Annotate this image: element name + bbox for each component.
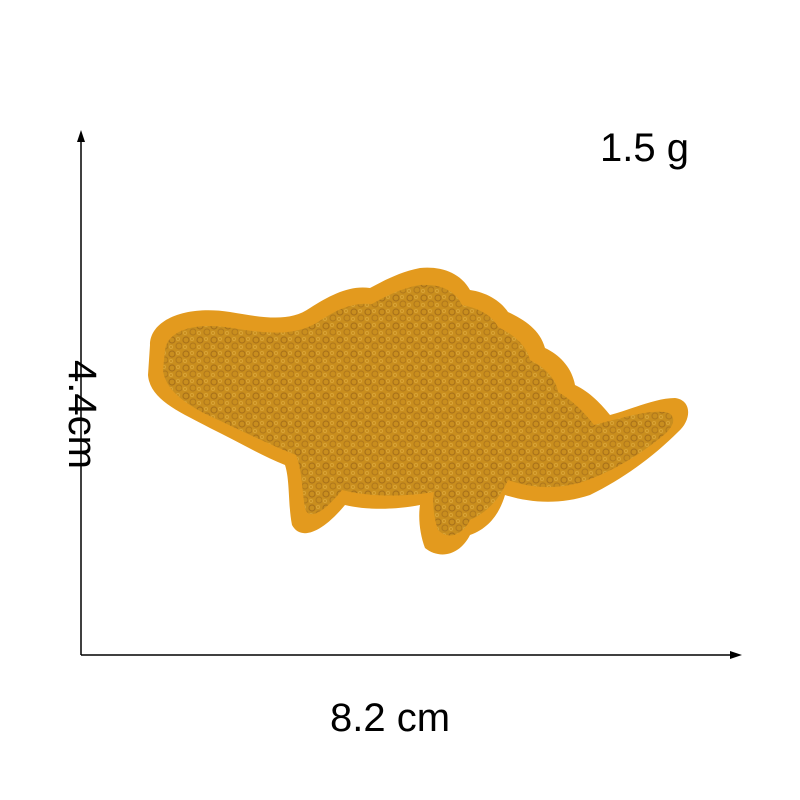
up-arrow-icon — [77, 130, 85, 142]
height-label-container: 4.4cm — [60, 360, 104, 490]
width-label: 8.2 cm — [330, 696, 451, 740]
chenille-texture — [163, 284, 674, 536]
height-label: 4.4cm — [60, 360, 104, 469]
weight-label: 1.5 g — [600, 126, 689, 170]
right-arrow-icon — [730, 651, 742, 659]
